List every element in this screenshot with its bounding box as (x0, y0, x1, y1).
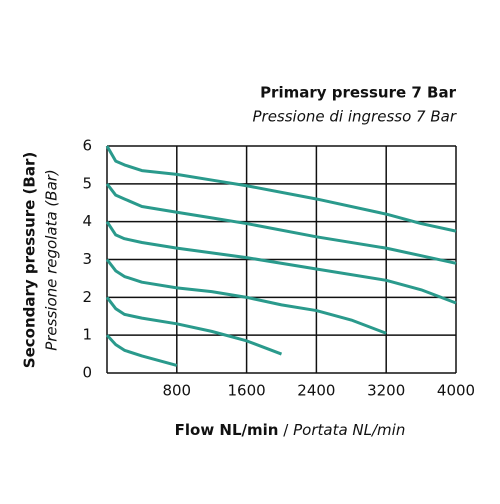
line-series (105, 334, 178, 367)
x-axis-label: Flow NL/min / Portata NL/min (175, 421, 406, 439)
y-tick-label: 3 (82, 250, 92, 268)
chart-subtitle: Pressione di ingresso 7 Bar (252, 108, 456, 126)
x-axis-label-main: Flow NL/min (175, 421, 279, 439)
line-series (105, 145, 457, 233)
y-tick-label: 2 (82, 288, 92, 306)
line-series (105, 220, 457, 305)
line-series (105, 182, 457, 265)
chart-title: Primary pressure 7 Bar (260, 84, 457, 102)
x-tick-label: 2400 (297, 382, 335, 400)
x-tick-label: 1600 (228, 382, 266, 400)
x-axis-label-secondary: Portata NL/min (293, 421, 405, 439)
y-tick-label: 1 (82, 326, 92, 344)
line-series (105, 296, 283, 356)
x-tick-label: 800 (162, 382, 191, 400)
y-axis-label-secondary: Pressione regolata (Bar) (43, 169, 61, 351)
y-axis-label: Secondary pressure (Bar) (21, 152, 39, 368)
x-tick-label: 4000 (437, 382, 475, 400)
x-tick-label: 3200 (367, 382, 405, 400)
y-tick-label: 5 (82, 174, 92, 192)
y-tick-label: 6 (82, 137, 92, 155)
line-series (105, 258, 387, 335)
y-tick-label: 4 (82, 212, 92, 230)
y-tick-label: 0 (82, 364, 92, 382)
x-axis-label-separator: / (283, 421, 289, 439)
